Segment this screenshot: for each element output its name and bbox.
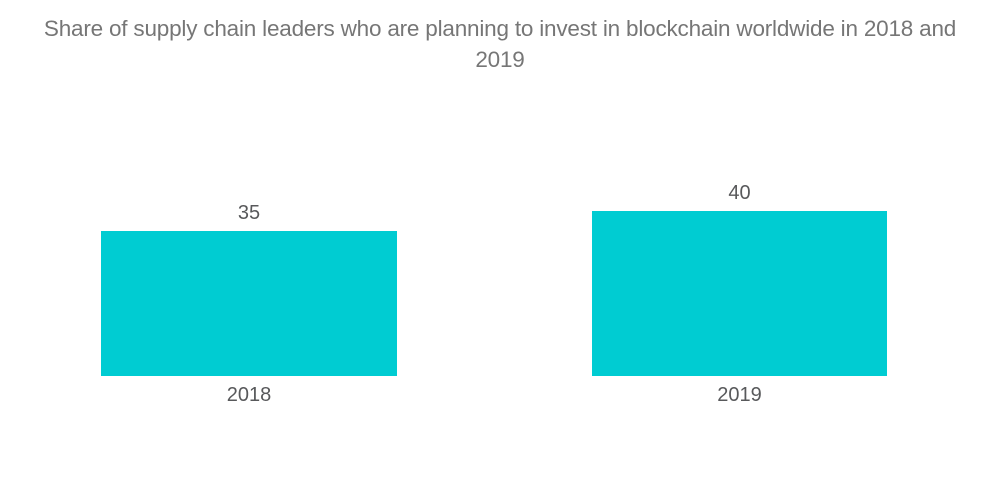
bar-2018	[101, 231, 397, 376]
bar-2019	[592, 211, 887, 376]
category-label-2019: 2019	[717, 384, 762, 406]
bar-value-label-2019: 40	[728, 182, 751, 204]
bar-value-label-2018: 35	[237, 202, 261, 224]
category-label-2018: 2018	[226, 384, 272, 406]
chart-title: Share of supply chain leaders who are pl…	[43, 16, 957, 72]
